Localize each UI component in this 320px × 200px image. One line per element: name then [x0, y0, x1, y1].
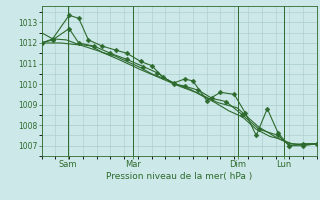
X-axis label: Pression niveau de la mer( hPa ): Pression niveau de la mer( hPa )	[106, 172, 252, 181]
